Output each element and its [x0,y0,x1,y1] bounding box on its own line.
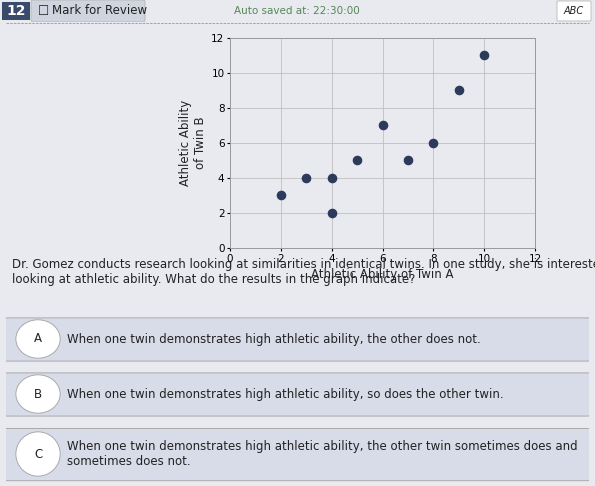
Point [327,209,336,217]
Bar [2,2,30,20]
Text: Mark for Review: Mark for Review [52,4,147,17]
Ellipse shape [16,320,60,358]
Text: B: B [34,387,42,400]
Point [302,174,311,182]
Text: A: A [34,332,42,346]
Text: When one twin demonstrates high athletic ability, the other does not.: When one twin demonstrates high athletic… [67,332,481,346]
Text: Auto saved at: 22:30:00: Auto saved at: 22:30:00 [234,6,360,16]
Point [327,174,336,182]
X-axis label: Athletic Ability of Twin A: Athletic Ability of Twin A [311,268,454,281]
Y-axis label: Athletic Ability
of Twin B: Athletic Ability of Twin B [179,100,207,186]
Point [480,52,489,59]
Text: ☐: ☐ [38,4,49,17]
Point [378,122,387,129]
Text: C: C [34,448,42,461]
Text: Dr. Gomez conducts research looking at similarities in identical twins. In one s: Dr. Gomez conducts research looking at s… [12,258,595,286]
FancyBboxPatch shape [0,318,595,361]
Ellipse shape [16,432,60,476]
Ellipse shape [16,375,60,413]
Text: ABC: ABC [564,6,584,16]
Point [403,156,413,164]
Point [454,87,464,94]
FancyBboxPatch shape [557,1,591,21]
FancyBboxPatch shape [31,0,145,22]
Text: 12: 12 [7,4,26,18]
Text: When one twin demonstrates high athletic ability, the other twin sometimes does : When one twin demonstrates high athletic… [67,440,578,468]
Point [428,139,438,147]
FancyBboxPatch shape [0,429,595,481]
FancyBboxPatch shape [0,373,595,416]
Text: When one twin demonstrates high athletic ability, so does the other twin.: When one twin demonstrates high athletic… [67,387,504,400]
Point [276,191,286,199]
Point [352,156,362,164]
